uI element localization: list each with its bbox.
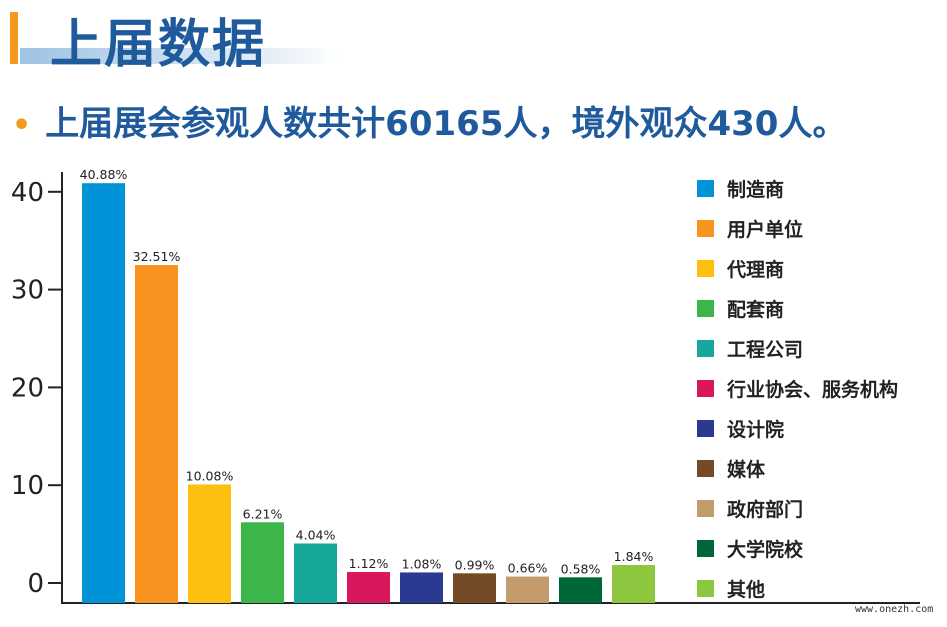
y-tick-label: 40 (11, 178, 44, 208)
legend-label: 工程公司 (727, 338, 804, 361)
data-label: 4.04% (296, 527, 336, 542)
legend-item: 代理商 (697, 248, 898, 288)
subtitle: • 上届展会参观人数共计60165人，境外观众430人。 (12, 96, 846, 145)
legend-swatch (697, 179, 714, 197)
data-label: 1.84% (614, 549, 654, 564)
legend-label: 配套商 (727, 298, 785, 321)
header-accent-bar (10, 12, 18, 64)
bar-4 (241, 522, 284, 603)
data-label: 0.66% (508, 561, 548, 576)
legend-swatch (697, 579, 714, 597)
bar-11 (612, 565, 655, 603)
legend-item: 其他 (697, 568, 898, 608)
data-label: 6.21% (243, 506, 283, 521)
bar-1 (82, 183, 125, 603)
data-label: 40.88% (80, 167, 128, 182)
bullet-icon: • (12, 108, 32, 143)
legend-swatch (697, 259, 714, 277)
legend-label: 政府部门 (727, 498, 804, 521)
bar-3 (188, 484, 231, 603)
legend-item: 政府部门 (697, 488, 898, 528)
subtitle-text: 上届展会参观人数共计60165人，境外观众430人。 (45, 104, 847, 144)
bar-6 (347, 572, 390, 603)
legend-label: 行业协会、服务机构 (727, 378, 899, 401)
legend-item: 工程公司 (697, 328, 898, 368)
legend-item: 媒体 (697, 448, 898, 488)
data-label: 1.12% (349, 556, 389, 571)
bar-10 (559, 577, 602, 603)
bar-5 (294, 543, 337, 603)
legend-label: 其他 (727, 578, 766, 601)
legend-item: 制造商 (697, 168, 898, 208)
legend-label: 代理商 (727, 258, 785, 281)
legend-label: 大学院校 (727, 538, 804, 561)
bar-7 (400, 572, 443, 603)
legend-item: 配套商 (697, 288, 898, 328)
data-label: 0.99% (455, 557, 495, 572)
y-tick-label: 30 (11, 276, 44, 306)
page-title: 上届数据 (50, 15, 267, 75)
bar-8 (453, 573, 496, 603)
legend-item: 用户单位 (697, 208, 898, 248)
legend-swatch (697, 339, 714, 357)
legend-label: 用户单位 (727, 218, 804, 241)
legend-swatch (697, 379, 714, 397)
legend-label: 媒体 (727, 458, 766, 481)
legend-item: 设计院 (697, 408, 898, 448)
legend: 制造商用户单位代理商配套商工程公司行业协会、服务机构 设计院媒体政府部门大学院校其… (697, 168, 898, 608)
legend-label: 制造商 (727, 178, 785, 201)
y-tick-label: 0 (27, 569, 44, 599)
legend-swatch (697, 459, 714, 477)
data-label: 10.08% (186, 468, 234, 483)
legend-swatch (697, 219, 714, 237)
legend-item: 大学院校 (697, 528, 898, 568)
y-tick-label: 20 (11, 373, 44, 403)
legend-swatch (697, 299, 714, 317)
header-band (20, 48, 340, 64)
legend-label: 设计院 (727, 418, 785, 441)
data-label: 32.51% (133, 249, 181, 264)
legend-swatch (697, 419, 714, 437)
data-label: 1.08% (402, 556, 442, 571)
legend-swatch (697, 499, 714, 517)
legend-swatch (697, 539, 714, 557)
legend-item: 行业协会、服务机构 (697, 368, 898, 408)
bar-2 (135, 265, 178, 603)
bar-9 (506, 576, 549, 603)
y-tick-label: 10 (11, 471, 44, 501)
data-label: 0.58% (561, 561, 601, 576)
watermark: www.onezh.com (855, 604, 934, 615)
